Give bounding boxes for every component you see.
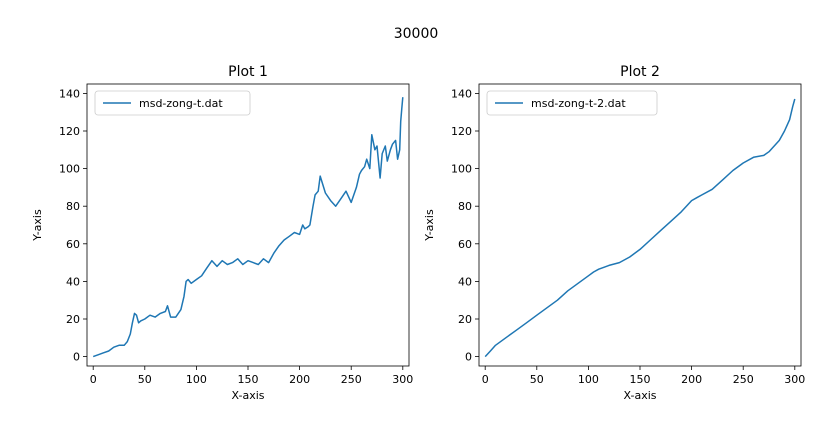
subplot-1: Plot 1 0 50 100 150 200 250 300 0 20 40 60 80 100 120 1… [31,64,413,402]
series-line [92,97,404,358]
plot-frame [478,83,802,367]
y-tick-label: 140 [59,87,80,100]
y-axis-label: Y-axis [423,209,436,242]
plot-title: Plot 1 [228,64,268,80]
y-tick-label: 0 [73,351,80,364]
y-tick-label: 80 [66,200,80,213]
x-tick-label: 300 [784,373,805,386]
series-line [484,98,796,358]
y-tick-label: 120 [59,125,80,138]
legend-label: msd-zong-t.dat [139,97,223,110]
x-axis-label: X-axis [232,389,265,402]
x-tick-label: 200 [681,373,702,386]
x-tick-label: 50 [138,373,152,386]
y-tick-label: 40 [66,275,80,288]
y-tick-label: 100 [59,163,80,176]
x-tick-label: 50 [530,373,544,386]
figure-suptitle: 30000 [394,26,439,42]
x-tick-label: 150 [238,373,259,386]
x-tick-label: 250 [341,373,362,386]
y-tick-label: 40 [458,275,472,288]
y-tick-label: 60 [66,238,80,251]
y-tick-label: 60 [458,238,472,251]
x-tick-label: 150 [630,373,651,386]
y-tick-label: 80 [458,200,472,213]
y-tick-label: 20 [458,313,472,326]
legend-label: msd-zong-t-2.dat [531,97,626,110]
subplot-2: Plot 2 0 50 100 150 200 250 300 0 20 40 60 80 100 120 1… [423,64,805,402]
y-tick-label: 140 [451,87,472,100]
y-axis-label: Y-axis [31,209,44,242]
y-tick-label: 120 [451,125,472,138]
plot-frame [86,83,410,367]
y-tick-label: 20 [66,313,80,326]
x-tick-label: 0 [482,373,489,386]
x-tick-label: 250 [733,373,754,386]
y-tick-label: 0 [465,351,472,364]
y-tick-label: 100 [451,163,472,176]
x-axis-label: X-axis [624,389,657,402]
x-tick-label: 300 [392,373,413,386]
x-tick-label: 0 [90,373,97,386]
legend-box [94,90,251,116]
x-tick-label: 100 [186,373,207,386]
plot-title: Plot 2 [620,64,660,80]
x-tick-label: 100 [578,373,599,386]
legend-box [486,90,658,116]
x-tick-label: 200 [289,373,310,386]
